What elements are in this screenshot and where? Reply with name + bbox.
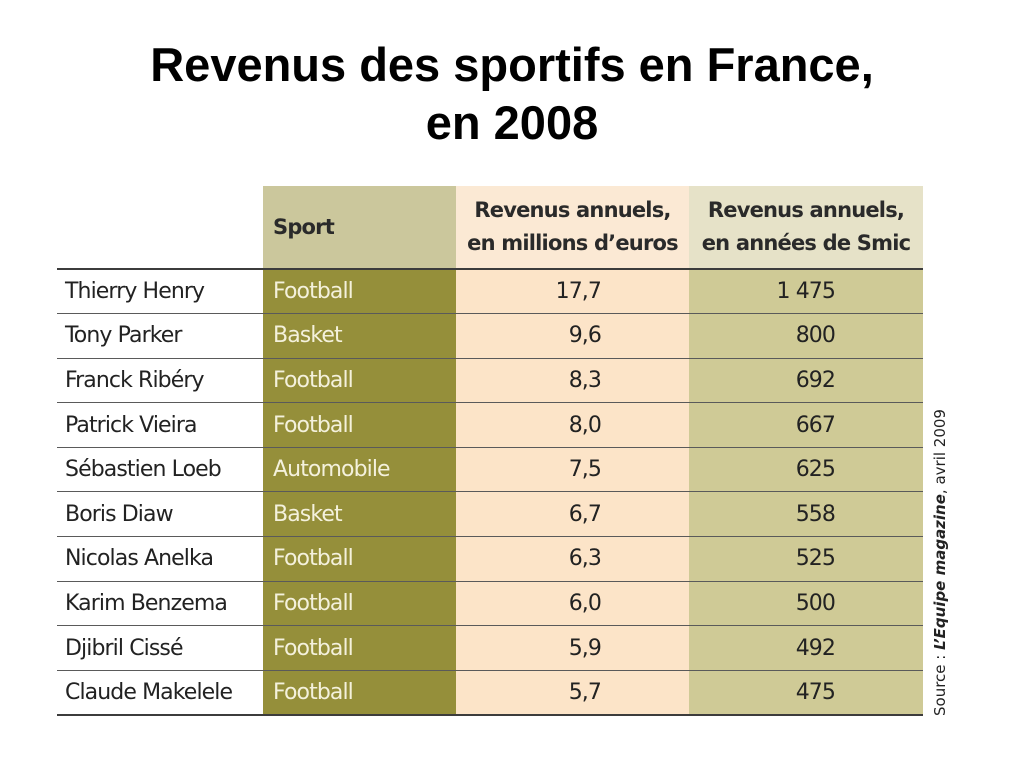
athlete-name: Tony Parker bbox=[57, 313, 263, 359]
table-row: Franck Ribéry Football 8,3 692 bbox=[57, 358, 923, 403]
revenus-millions-value: 6,3 bbox=[456, 536, 689, 582]
athlete-sport: Football bbox=[263, 581, 456, 626]
athlete-sport: Automobile bbox=[263, 447, 456, 492]
athlete-name: Djibril Cissé bbox=[57, 625, 263, 671]
page-title: Revenus des sportifs en France, en 2008 bbox=[0, 36, 1024, 152]
revenus-millions-value: 8,3 bbox=[456, 358, 689, 403]
revenus-smic-value: 492 bbox=[689, 625, 923, 671]
revenus-millions-value: 5,7 bbox=[456, 670, 689, 715]
revenus-millions-value: 7,5 bbox=[456, 447, 689, 492]
header-row: Sport Revenus annuels, en millions d’eur… bbox=[57, 186, 923, 269]
athlete-name: Claude Makelele bbox=[57, 670, 263, 715]
table-row: Djibril Cissé Football 5,9 492 bbox=[57, 625, 923, 671]
revenus-millions-value: 6,7 bbox=[456, 491, 689, 537]
table-row: Sébastien Loeb Automobile 7,5 625 bbox=[57, 447, 923, 492]
revenus-smic-value: 692 bbox=[689, 358, 923, 403]
revenus-smic-value: 558 bbox=[689, 491, 923, 537]
athlete-sport: Football bbox=[263, 269, 456, 314]
revenus-smic-value: 525 bbox=[689, 536, 923, 582]
table-row: Boris Diaw Basket 6,7 558 bbox=[57, 491, 923, 537]
revenus-millions-value: 17,7 bbox=[456, 269, 689, 314]
athlete-name: Boris Diaw bbox=[57, 491, 263, 537]
revenus-millions-value: 9,6 bbox=[456, 313, 689, 359]
table-header: Sport Revenus annuels, en millions d’eur… bbox=[57, 186, 923, 269]
revenue-table-container: Sport Revenus annuels, en millions d’eur… bbox=[57, 186, 923, 716]
table-row: Thierry Henry Football 17,7 1 475 bbox=[57, 269, 923, 314]
athlete-sport: Football bbox=[263, 625, 456, 671]
revenus-millions-value: 8,0 bbox=[456, 402, 689, 448]
table-row: Claude Makelele Football 5,7 475 bbox=[57, 670, 923, 715]
athlete-name: Thierry Henry bbox=[57, 269, 263, 314]
revenus-smic-value: 800 bbox=[689, 313, 923, 359]
athlete-sport: Football bbox=[263, 670, 456, 715]
revenus-millions-value: 5,9 bbox=[456, 625, 689, 671]
header-revenus-smic-line-1: Revenus annuels, bbox=[707, 198, 905, 222]
table-row: Nicolas Anelka Football 6,3 525 bbox=[57, 536, 923, 582]
athlete-name: Franck Ribéry bbox=[57, 358, 263, 403]
revenus-smic-value: 500 bbox=[689, 581, 923, 626]
athlete-name: Sébastien Loeb bbox=[57, 447, 263, 492]
source-magazine: L’Equipe magazine bbox=[931, 494, 949, 650]
table-row: Karim Benzema Football 6,0 500 bbox=[57, 581, 923, 626]
source-credit: Source : L’Equipe magazine, avril 2009 bbox=[931, 409, 949, 716]
header-sport: Sport bbox=[263, 186, 456, 269]
header-revenus-millions: Revenus annuels, en millions d’euros bbox=[456, 186, 689, 269]
table-body: Thierry Henry Football 17,7 1 475 Tony P… bbox=[57, 269, 923, 715]
table-row: Patrick Vieira Football 8,0 667 bbox=[57, 402, 923, 448]
athlete-sport: Football bbox=[263, 536, 456, 582]
revenus-smic-value: 1 475 bbox=[689, 269, 923, 314]
athlete-sport: Football bbox=[263, 358, 456, 403]
header-revenus-millions-line-1: Revenus annuels, bbox=[474, 198, 671, 222]
athlete-sport: Basket bbox=[263, 313, 456, 359]
athlete-sport: Basket bbox=[263, 491, 456, 537]
athlete-name: Nicolas Anelka bbox=[57, 536, 263, 582]
revenus-smic-value: 475 bbox=[689, 670, 923, 715]
revenus-millions-value: 6,0 bbox=[456, 581, 689, 626]
header-revenus-smic-line-2: en années de Smic bbox=[701, 231, 911, 255]
table-row: Tony Parker Basket 9,6 800 bbox=[57, 313, 923, 359]
athlete-sport: Football bbox=[263, 402, 456, 448]
revenus-smic-value: 667 bbox=[689, 402, 923, 448]
athlete-name: Patrick Vieira bbox=[57, 402, 263, 448]
revenue-table: Sport Revenus annuels, en millions d’eur… bbox=[57, 186, 923, 716]
athlete-name: Karim Benzema bbox=[57, 581, 263, 626]
header-revenus-millions-line-2: en millions d’euros bbox=[467, 231, 678, 255]
page-title-line-1: Revenus des sportifs en France, bbox=[150, 38, 874, 91]
header-name-blank bbox=[57, 186, 263, 269]
source-suffix: , avril 2009 bbox=[931, 409, 949, 495]
revenus-smic-value: 625 bbox=[689, 447, 923, 492]
header-revenus-smic: Revenus annuels, en années de Smic bbox=[689, 186, 923, 269]
page-title-line-2: en 2008 bbox=[425, 96, 599, 149]
source-prefix: Source : bbox=[931, 649, 949, 716]
